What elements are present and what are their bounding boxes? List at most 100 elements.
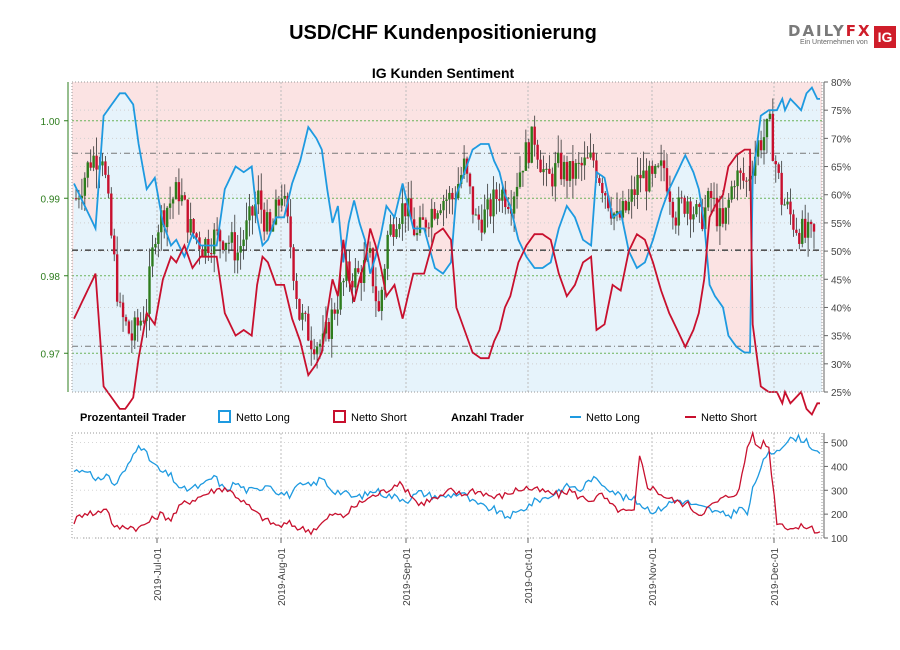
candle-body (260, 190, 263, 210)
candle-body (210, 252, 213, 255)
candle-body (742, 172, 745, 181)
candle-body (160, 210, 163, 233)
candle-body (762, 137, 766, 151)
candle-body (80, 195, 84, 199)
candle-body (298, 298, 301, 320)
candle-body (801, 218, 804, 244)
candle-body (524, 142, 528, 171)
count-tick-label: 400 (831, 462, 848, 473)
candle-body (468, 173, 472, 187)
candle-body (374, 286, 378, 302)
candle-body (83, 177, 87, 196)
candle-body (174, 182, 178, 200)
candle-body (674, 217, 678, 226)
candle-body (274, 199, 278, 225)
candle-body (115, 254, 119, 302)
candle-body (692, 214, 695, 220)
candle-body (110, 193, 113, 236)
candle-body (165, 207, 169, 228)
logo-word-main: DAILY (788, 22, 846, 40)
candle-body (292, 247, 295, 281)
candle-body (409, 198, 413, 220)
candle-body (492, 189, 495, 217)
candle-body (548, 168, 551, 174)
candle-body (424, 219, 428, 228)
candle-body (671, 201, 675, 218)
right-tick-label: 65% (831, 163, 851, 174)
candle-body (113, 235, 116, 255)
candle-body (680, 197, 683, 199)
candle-body (386, 234, 389, 269)
left-tick-label: 0.98 (41, 272, 61, 283)
candle-body (280, 198, 284, 206)
candle-body (774, 160, 777, 165)
candle-body (745, 180, 748, 182)
candle-body (95, 155, 98, 170)
right-tick-label: 70% (831, 134, 851, 145)
candle-body (304, 312, 307, 314)
candle-body (262, 209, 266, 232)
candle-body (289, 216, 292, 248)
left-tick-label: 0.99 (41, 194, 61, 205)
candle-body (107, 174, 110, 194)
candle-body (265, 212, 269, 232)
candle-body (689, 201, 692, 220)
left-tick-label: 0.97 (41, 349, 61, 360)
candle-body (351, 280, 354, 288)
candle-body (654, 165, 657, 174)
pct-short-line (73, 148, 820, 417)
candle-body (806, 221, 810, 238)
candle-body (739, 170, 742, 173)
candle-body (368, 248, 372, 253)
x-tick-label: 2019-Jul-01 (153, 548, 164, 601)
candle-body (448, 192, 451, 200)
candle-body (333, 309, 336, 314)
candle-body (215, 229, 219, 231)
candle-body (233, 232, 236, 261)
candle-body (698, 204, 701, 207)
candle-body (554, 163, 557, 187)
right-tick-label: 25% (831, 388, 851, 399)
candle-body (518, 172, 522, 187)
candle-body (504, 189, 507, 208)
x-tick-label: 2019-Oct-01 (524, 548, 535, 604)
chart-subtitle: IG Kunden Sentiment (371, 65, 515, 81)
candle-body (733, 186, 736, 188)
candle-body (618, 210, 622, 218)
candle-body (286, 195, 289, 217)
candle-body (501, 189, 504, 201)
candle-body (389, 224, 392, 235)
candle-body (809, 221, 813, 225)
legend-section-count: Anzahl Trader (451, 412, 524, 424)
candle-body (486, 199, 489, 210)
candle-body (348, 261, 351, 281)
candle-body (195, 233, 198, 238)
candle-body (462, 158, 466, 176)
legend-section-percent: Prozentanteil Trader (80, 412, 186, 424)
candle-body (659, 160, 663, 166)
candle-body (295, 280, 298, 299)
legend-short-label: Netto Short (351, 412, 407, 424)
candle-body (130, 333, 134, 341)
candle-body (677, 197, 680, 226)
candle-body (539, 159, 542, 173)
candle-body (507, 207, 510, 210)
candle-body (686, 201, 689, 214)
candle-body (180, 195, 184, 202)
candle-body (786, 201, 789, 205)
candle-body (445, 199, 448, 201)
candle-body (574, 163, 578, 179)
candle-body (712, 197, 716, 199)
candle-body (748, 179, 751, 181)
candle-body (615, 210, 619, 214)
candle-body (171, 199, 175, 204)
pct-long-line (73, 86, 820, 354)
candle-body (474, 214, 478, 216)
candle-body (315, 346, 319, 355)
legend-count-short-label: Netto Short (701, 412, 757, 424)
right-tick-label: 40% (831, 303, 851, 314)
candle-body (580, 162, 583, 166)
candle-body (392, 224, 395, 237)
candle-body (154, 244, 157, 248)
candle-body (724, 207, 727, 224)
